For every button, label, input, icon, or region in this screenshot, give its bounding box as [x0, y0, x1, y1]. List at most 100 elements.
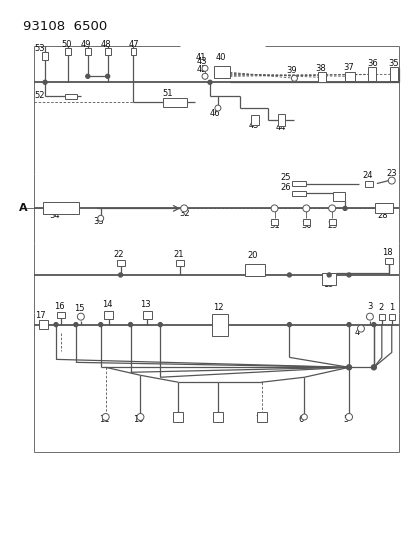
Circle shape [74, 322, 78, 327]
Circle shape [342, 206, 346, 211]
Circle shape [77, 313, 84, 320]
Circle shape [118, 273, 122, 277]
Text: 9: 9 [172, 415, 177, 424]
Circle shape [54, 322, 58, 327]
Bar [292, 191, 306, 196]
Circle shape [326, 273, 330, 277]
Text: 6: 6 [298, 415, 303, 424]
Circle shape [346, 273, 350, 277]
Bar [344, 72, 354, 81]
Text: 11: 11 [98, 415, 109, 424]
Text: 21: 21 [173, 250, 183, 259]
Circle shape [214, 105, 221, 111]
Text: 38: 38 [315, 64, 325, 74]
Circle shape [287, 322, 291, 327]
Text: 3: 3 [366, 302, 371, 311]
Text: 45: 45 [248, 121, 259, 130]
Bar [65, 94, 77, 99]
Circle shape [128, 322, 132, 327]
Bar [292, 181, 306, 186]
Text: 50: 50 [61, 41, 71, 50]
Text: 40: 40 [216, 53, 226, 62]
Bar [85, 48, 90, 55]
Bar [374, 204, 392, 213]
Bar [104, 48, 110, 55]
Circle shape [328, 205, 335, 212]
Text: 47: 47 [128, 41, 139, 50]
Bar [318, 72, 325, 82]
Text: 22: 22 [113, 250, 124, 259]
Text: 29: 29 [326, 221, 337, 230]
Bar [389, 67, 397, 81]
Circle shape [137, 414, 144, 421]
Circle shape [207, 80, 211, 84]
Text: 2: 2 [378, 303, 383, 312]
Text: 16: 16 [54, 302, 64, 311]
Bar [176, 260, 184, 266]
Bar [211, 314, 227, 336]
Circle shape [287, 273, 291, 277]
Text: 34: 34 [49, 211, 59, 220]
Bar [256, 412, 266, 422]
Bar [388, 314, 394, 320]
Bar [250, 115, 258, 125]
Bar [57, 312, 65, 318]
Text: 43: 43 [197, 58, 207, 66]
Text: 41: 41 [196, 53, 206, 62]
Circle shape [85, 74, 90, 78]
Text: 44: 44 [275, 123, 285, 132]
Text: 28: 28 [377, 211, 387, 220]
Bar [212, 412, 222, 422]
Text: 35: 35 [388, 59, 399, 68]
Text: 23: 23 [386, 168, 396, 177]
Circle shape [43, 80, 47, 84]
Text: 13: 13 [140, 300, 151, 309]
Bar [214, 66, 229, 78]
Bar [104, 311, 113, 319]
Circle shape [271, 205, 278, 212]
Text: 1: 1 [388, 303, 393, 312]
Text: 5: 5 [342, 415, 347, 424]
Bar [384, 258, 392, 264]
Text: 42: 42 [197, 66, 207, 74]
Text: 20: 20 [247, 251, 258, 260]
Text: 15: 15 [74, 304, 84, 313]
Bar [277, 114, 285, 126]
Bar [271, 219, 278, 225]
Circle shape [97, 215, 103, 221]
Text: 17: 17 [35, 311, 46, 320]
Circle shape [180, 205, 187, 212]
Bar [244, 264, 264, 276]
Text: 10: 10 [133, 415, 144, 424]
Text: 46: 46 [209, 109, 220, 118]
Circle shape [202, 66, 207, 71]
Text: 30: 30 [301, 221, 311, 230]
Bar [364, 181, 372, 187]
Circle shape [301, 414, 306, 420]
Text: 7: 7 [255, 415, 261, 424]
Text: 32: 32 [179, 209, 189, 219]
Circle shape [387, 177, 394, 184]
Circle shape [370, 365, 375, 370]
Text: 24: 24 [361, 171, 372, 180]
Text: 53: 53 [34, 44, 45, 53]
Text: 14: 14 [102, 300, 112, 309]
Bar [163, 98, 187, 107]
Bar [321, 273, 335, 285]
Text: 48: 48 [100, 41, 111, 50]
Circle shape [366, 313, 373, 320]
Circle shape [302, 205, 309, 212]
Circle shape [102, 414, 109, 421]
Text: 37: 37 [342, 63, 353, 72]
Bar [367, 67, 375, 81]
Circle shape [105, 74, 109, 78]
Circle shape [158, 322, 162, 327]
Bar [65, 48, 71, 55]
Bar [131, 48, 135, 55]
Bar [116, 260, 124, 266]
Text: 26: 26 [280, 182, 290, 191]
Text: 18: 18 [381, 248, 392, 257]
Text: 25: 25 [280, 173, 290, 182]
Text: 51: 51 [162, 89, 172, 98]
Text: 8: 8 [211, 415, 217, 424]
